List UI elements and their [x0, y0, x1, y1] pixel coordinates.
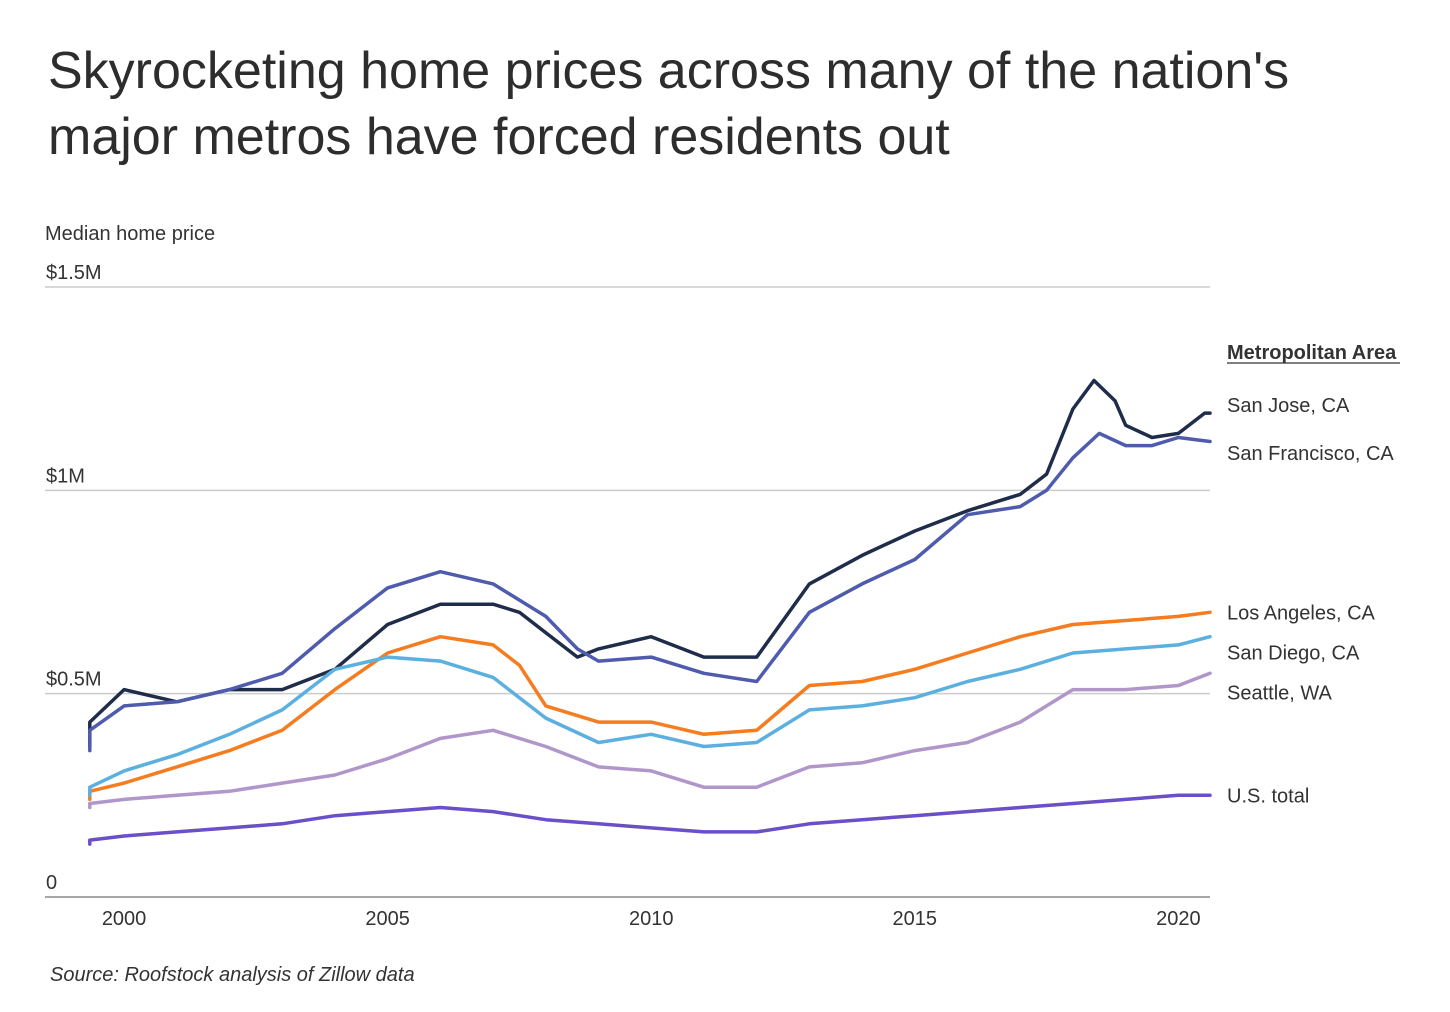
x-axis-ticks: 2000 2005 2010 2015 2020: [102, 908, 1201, 930]
series-line-0: [88, 378, 1212, 749]
gridlines: [45, 286, 1210, 898]
x-tick-label: 2015: [893, 908, 938, 930]
series-line-1: [88, 431, 1212, 753]
x-tick-label: 2020: [1156, 908, 1201, 930]
y-tick-label: 0: [46, 872, 57, 894]
y-tick-label: $1M: [46, 465, 85, 487]
legend-entry: Seattle, WA: [1227, 682, 1333, 704]
chart-title-line-1: Skyrocketing home prices across many of …: [48, 42, 1290, 100]
legend-entry: San Francisco, CA: [1227, 443, 1394, 465]
x-tick-label: 2005: [365, 908, 410, 930]
y-tick-label: $0.5M: [46, 669, 102, 691]
chart-title: Skyrocketing home prices across many of …: [48, 38, 1428, 170]
chart-title-line-2: major metros have forced residents out: [48, 108, 950, 166]
y-tick-label: $1.5M: [46, 262, 102, 284]
legend-entry: San Jose, CA: [1227, 395, 1350, 417]
series-line-3: [88, 634, 1212, 798]
legend-entry: U.S. total: [1227, 785, 1309, 807]
x-tick-label: 2000: [102, 908, 147, 930]
y-axis-ticks: 0 $0.5M $1M $1.5M: [46, 262, 102, 894]
legend-entry: San Diego, CA: [1227, 642, 1360, 664]
series-lines: [88, 378, 1212, 846]
y-axis-label: Median home price: [45, 223, 216, 245]
series-line-4: [88, 671, 1212, 810]
source-note: Source: Roofstock analysis of Zillow dat…: [50, 964, 415, 986]
legend: Metropolitan Area San Jose, CA San Francis…: [1227, 342, 1400, 807]
x-tick-label: 2010: [629, 908, 674, 930]
legend-entry: Los Angeles, CA: [1227, 602, 1376, 624]
series-line-2: [88, 610, 1212, 802]
series-line-5: [88, 793, 1212, 846]
legend-title: Metropolitan Area: [1227, 342, 1397, 364]
